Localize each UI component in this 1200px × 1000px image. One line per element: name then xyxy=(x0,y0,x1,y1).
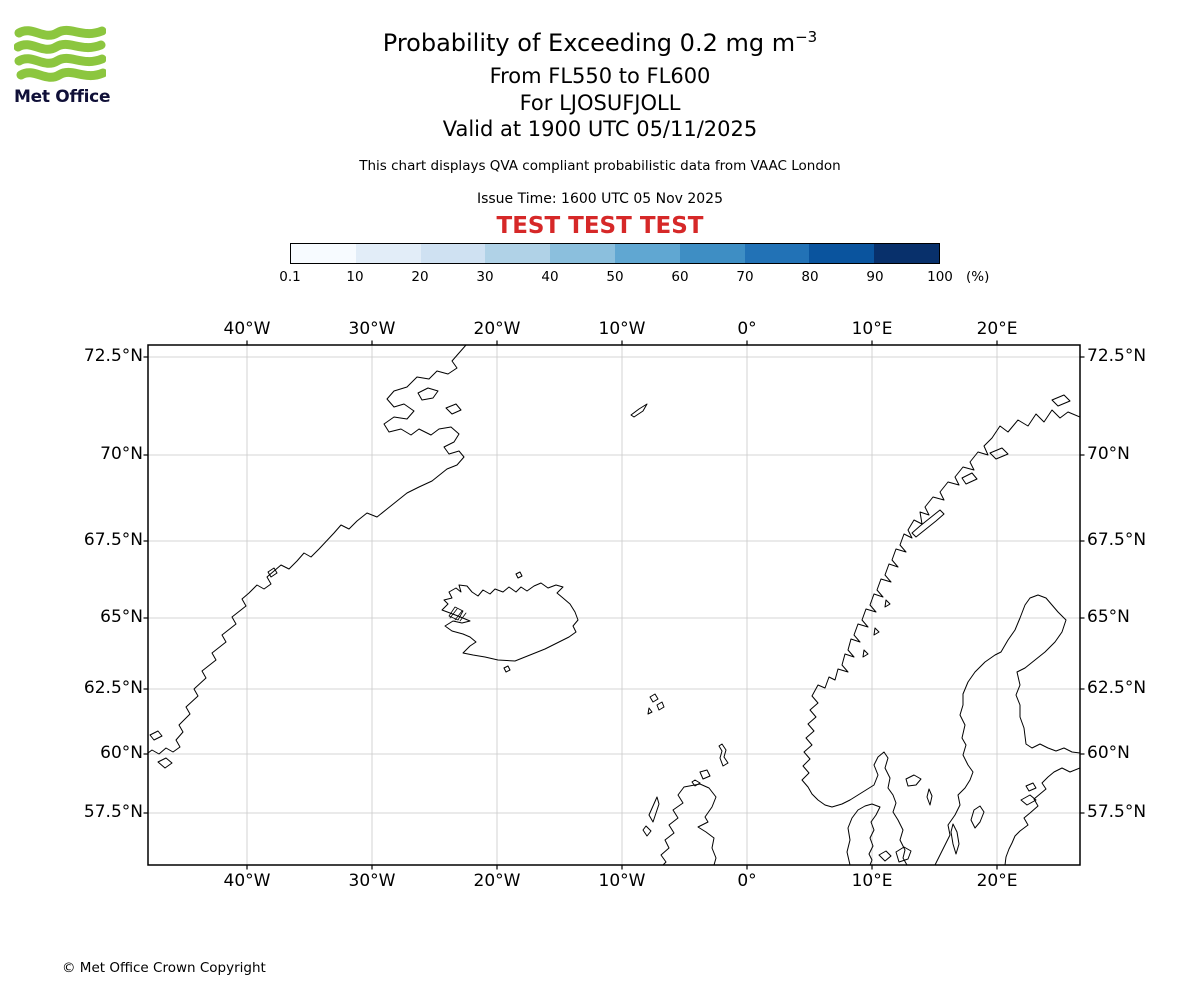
probability-colorbar xyxy=(290,243,940,264)
coastline-norway-islands xyxy=(862,394,1071,658)
subtitle-volcano: For LJOSUFJOLL xyxy=(519,91,681,115)
lon-label-top: 20°W xyxy=(473,319,521,339)
lon-label-top: 30°W xyxy=(348,319,396,339)
colorbar-unit-label: (%) xyxy=(966,269,990,285)
lat-label-right: 62.5°N xyxy=(1087,678,1147,698)
lon-label-top: 10°E xyxy=(851,319,893,339)
lat-label-left: 72.5°N xyxy=(83,346,143,366)
coastline-shetland-orkney xyxy=(691,743,729,787)
coastline-denmark-islands xyxy=(878,846,912,863)
coastline-scotland xyxy=(660,783,717,865)
colorbar-tick: 60 xyxy=(671,269,689,285)
subtitle-valid-time: Valid at 1900 UTC 05/11/2025 xyxy=(442,117,758,141)
title-exponent: −3 xyxy=(795,28,818,46)
chart-description: This chart displays QVA compliant probab… xyxy=(359,158,841,174)
lon-label-top: 10°W xyxy=(598,319,646,339)
lat-label-left: 60°N xyxy=(100,743,143,763)
lon-label-top: 20°E xyxy=(976,319,1018,339)
coastline-jan-mayen xyxy=(630,403,648,418)
axis-ticks xyxy=(143,340,1085,870)
colorbar-tick: 10 xyxy=(346,269,364,285)
lat-label-left: 65°N xyxy=(100,607,143,627)
copyright-notice: © Met Office Crown Copyright xyxy=(62,960,266,976)
lat-label-left: 70°N xyxy=(100,444,143,464)
map-panel xyxy=(143,340,1085,870)
lon-label-bottom: 20°E xyxy=(976,871,1018,891)
coastline-baltic-islands xyxy=(950,782,1037,855)
colorbar-tick: 20 xyxy=(411,269,429,285)
map-gridlines xyxy=(148,345,1080,865)
met-office-logo-waves xyxy=(13,25,108,82)
colorbar-tick: 100 xyxy=(927,269,953,285)
lon-label-bottom: 0° xyxy=(737,871,757,891)
met-office-logo-text: Met Office xyxy=(14,87,111,107)
lat-label-left: 67.5°N xyxy=(83,530,143,550)
colorbar-tick: 80 xyxy=(801,269,819,285)
lon-label-bottom: 10°W xyxy=(598,871,646,891)
colorbar-tick: 0.1 xyxy=(279,269,301,285)
page-title: Probability of Exceeding 0.2 mg m−3 xyxy=(0,28,1200,57)
test-banner: TEST TEST TEST xyxy=(496,213,704,239)
lat-label-right: 65°N xyxy=(1087,607,1130,627)
lat-label-right: 70°N xyxy=(1087,444,1130,464)
issue-time: Issue Time: 1600 UTC 05 Nov 2025 xyxy=(476,191,724,207)
lon-label-top: 0° xyxy=(737,319,757,339)
lat-label-right: 67.5°N xyxy=(1087,530,1147,550)
coastline-hebrides xyxy=(642,796,660,837)
coastline-faroe-islands xyxy=(647,693,665,715)
ljosufjoll-marker xyxy=(448,606,467,622)
subtitle-flight-levels: From FL550 to FL600 xyxy=(489,64,711,88)
lat-label-left: 62.5°N xyxy=(83,678,143,698)
lat-label-right: 72.5°N xyxy=(1087,346,1147,366)
lon-label-bottom: 20°W xyxy=(473,871,521,891)
title-main: Probability of Exceeding 0.2 mg m xyxy=(382,29,796,57)
lon-label-bottom: 40°W xyxy=(223,871,271,891)
coastline-greenland xyxy=(148,345,467,755)
coastline-iceland-islets xyxy=(503,571,523,673)
coastline-norway xyxy=(801,409,1080,865)
colorbar-tick: 90 xyxy=(866,269,884,285)
lon-label-top: 40°W xyxy=(223,319,271,339)
colorbar-tick: 30 xyxy=(476,269,494,285)
coastline-greenland-islands xyxy=(149,387,462,769)
colorbar-tick: 40 xyxy=(541,269,559,285)
lon-label-bottom: 30°W xyxy=(348,871,396,891)
coastline-denmark xyxy=(846,803,881,865)
coastline-sweden-finland xyxy=(934,594,1080,865)
colorbar-tick: 50 xyxy=(606,269,624,285)
lat-label-right: 57.5°N xyxy=(1087,802,1147,822)
coastline-baltic-states xyxy=(1004,767,1080,865)
swedish-lakes xyxy=(905,774,933,806)
lon-label-bottom: 10°E xyxy=(851,871,893,891)
map-frame xyxy=(147,344,1081,866)
colorbar-tick: 70 xyxy=(736,269,754,285)
lat-label-left: 57.5°N xyxy=(83,802,143,822)
coastline-iceland xyxy=(441,582,579,662)
met-office-logo: Met Office xyxy=(13,24,124,107)
lat-label-right: 60°N xyxy=(1087,743,1130,763)
